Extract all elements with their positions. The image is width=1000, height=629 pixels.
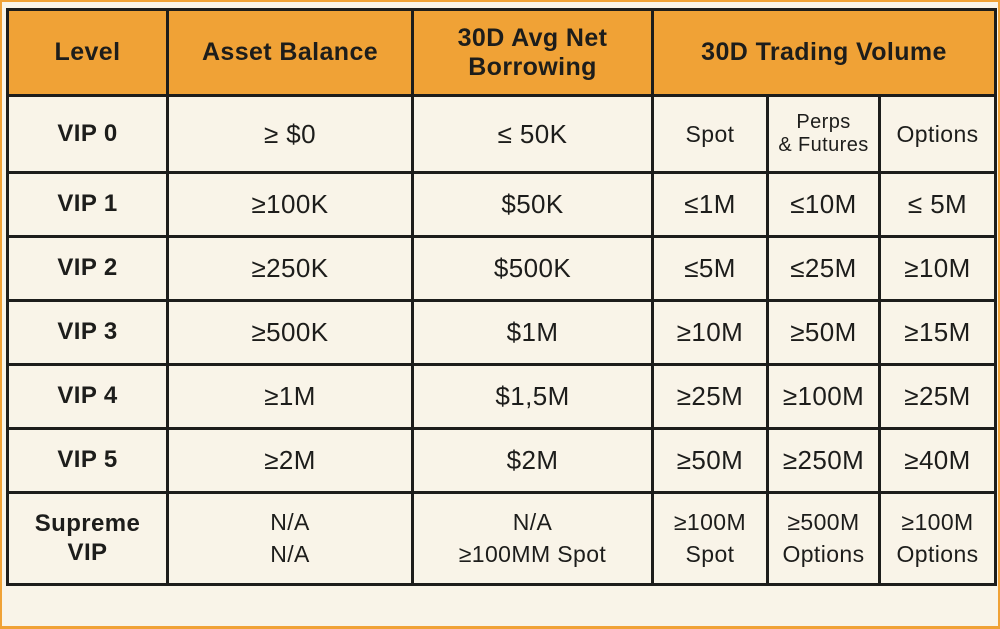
table-header-row: Level Asset Balance 30D Avg Net Borrowin…	[6, 8, 998, 97]
cell-options-volume: ≥100M Options	[877, 491, 998, 586]
table-row-vip3: VIP 3 ≥500K $1M ≥10M ≥50M ≥15M	[6, 299, 998, 366]
cell-net-borrowing: $50K	[411, 171, 654, 238]
cell-net-borrowing: N/A ≥100MM Spot	[411, 491, 654, 586]
cell-asset-balance: N/A N/A	[166, 491, 414, 586]
cell-net-borrowing: $2M	[411, 427, 654, 494]
cell-asset-balance: ≥ $0	[166, 94, 414, 174]
table-row-vip0: VIP 0 ≥ $0 ≤ 50K Spot Perps & Futures Op…	[6, 94, 998, 174]
header-trading-volume: 30D Trading Volume	[650, 8, 998, 97]
cell-perps-volume: ≤10M	[766, 171, 881, 238]
cell-level: VIP 5	[6, 427, 169, 494]
cell-spot-volume: ≥25M	[651, 363, 769, 430]
table-row-vip5: VIP 5 ≥2M $2M ≥50M ≥250M ≥40M	[6, 427, 998, 494]
subheader-options: Options	[877, 94, 998, 174]
table-row-vip2: VIP 2 ≥250K $500K ≤5M ≤25M ≥10M	[6, 235, 998, 302]
cell-asset-balance: ≥500K	[166, 299, 414, 366]
cell-options-volume: ≥10M	[877, 235, 998, 302]
cell-net-borrowing: $1,5M	[411, 363, 654, 430]
cell-asset-balance: ≥2M	[166, 427, 414, 494]
cell-options-volume: ≥25M	[877, 363, 998, 430]
cell-asset-balance: ≥1M	[166, 363, 414, 430]
cell-perps-volume: ≥250M	[766, 427, 881, 494]
cell-net-borrowing: ≤ 50K	[411, 94, 654, 174]
cell-level: VIP 0	[6, 94, 169, 174]
cell-spot-volume: ≥10M	[651, 299, 769, 366]
table-row-supreme-vip: Supreme VIP N/A N/A N/A ≥100MM Spot ≥100…	[6, 491, 998, 586]
cell-level: VIP 3	[6, 299, 169, 366]
cell-level: Supreme VIP	[6, 491, 169, 586]
cell-perps-volume: ≥500M Options	[766, 491, 881, 586]
cell-options-volume: ≤ 5M	[877, 171, 998, 238]
cell-options-volume: ≥15M	[877, 299, 998, 366]
cell-options-volume: ≥40M	[877, 427, 998, 494]
cell-spot-volume: ≥100M Spot	[651, 491, 769, 586]
table-row-vip1: VIP 1 ≥100K $50K ≤1M ≤10M ≤ 5M	[6, 171, 998, 238]
subheader-perps-futures: Perps & Futures	[766, 94, 881, 174]
cell-net-borrowing: $500K	[411, 235, 654, 302]
header-net-borrowing: 30D Avg Net Borrowing	[411, 8, 654, 97]
cell-perps-volume: ≤25M	[766, 235, 881, 302]
cell-spot-volume: ≥50M	[651, 427, 769, 494]
cell-perps-volume: ≥100M	[766, 363, 881, 430]
cell-level: VIP 1	[6, 171, 169, 238]
cell-perps-volume: ≥50M	[766, 299, 881, 366]
cell-level: VIP 2	[6, 235, 169, 302]
subheader-spot: Spot	[651, 94, 769, 174]
cell-net-borrowing: $1M	[411, 299, 654, 366]
vip-tiers-table: Level Asset Balance 30D Avg Net Borrowin…	[6, 8, 998, 586]
header-level: Level	[6, 8, 169, 97]
cell-level: VIP 4	[6, 363, 169, 430]
cell-spot-volume: ≤5M	[651, 235, 769, 302]
cell-spot-volume: ≤1M	[651, 171, 769, 238]
cell-asset-balance: ≥100K	[166, 171, 414, 238]
header-asset-balance: Asset Balance	[166, 8, 414, 97]
table-row-vip4: VIP 4 ≥1M $1,5M ≥25M ≥100M ≥25M	[6, 363, 998, 430]
cell-asset-balance: ≥250K	[166, 235, 414, 302]
